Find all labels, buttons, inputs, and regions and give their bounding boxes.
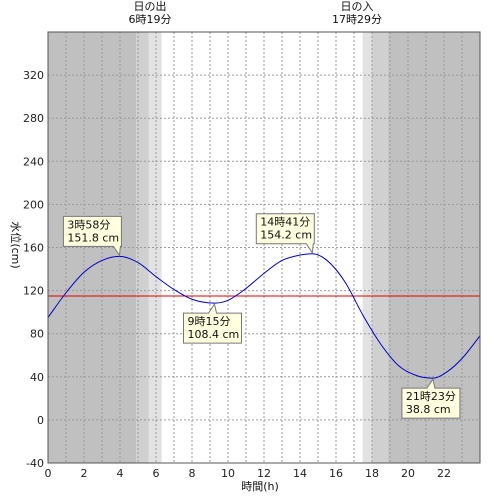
x-tick-label: 16	[329, 467, 343, 480]
x-tick-label: 4	[117, 467, 124, 480]
x-axis-label: 時間(h)	[241, 480, 279, 493]
x-tick-label: 8	[189, 467, 196, 480]
twilight-band-evening-light	[362, 32, 372, 463]
y-axis-ticks: -40 0 40 80 120 160 200 240 280 320	[23, 69, 44, 470]
x-tick-label: 14	[293, 467, 307, 480]
twilight-band-morning-light	[148, 32, 162, 463]
y-tick-label: 160	[23, 242, 44, 255]
y-tick-label: 200	[23, 198, 44, 211]
x-tick-label: 6	[153, 467, 160, 480]
y-tick-label: -40	[26, 457, 44, 470]
x-tick-label: 0	[45, 467, 52, 480]
callout-time: 3時58分	[67, 218, 110, 231]
x-axis-ticks: 0 2 4 6 8 10 12 14 16 18 20 22	[45, 467, 452, 480]
sun-labels: 日の出 6時19分 日の入 17時29分	[129, 0, 383, 26]
sunrise-time: 6時19分	[129, 13, 172, 26]
y-tick-label: 0	[37, 414, 44, 427]
y-axis-label: 水位(cm)	[9, 221, 23, 268]
callout-time: 9時15分	[188, 315, 231, 328]
callout-box	[183, 302, 242, 344]
y-tick-label: 320	[23, 69, 44, 82]
callout-time: 14時41分	[260, 216, 310, 229]
callout-level: 151.8 cm	[67, 231, 119, 244]
callout-level: 154.2 cm	[260, 229, 312, 242]
y-tick-label: 280	[23, 112, 44, 125]
x-tick-label: 20	[401, 467, 415, 480]
callout-level: 38.8 cm	[406, 403, 451, 416]
y-tick-label: 80	[30, 328, 44, 341]
x-tick-label: 12	[257, 467, 271, 480]
x-tick-label: 22	[437, 467, 451, 480]
y-tick-label: 40	[30, 371, 44, 384]
tide-level-line	[47, 253, 481, 379]
y-tick-label: 240	[23, 155, 44, 168]
callout-box	[255, 213, 315, 255]
x-tick-label: 18	[365, 467, 379, 480]
callout-time: 21時23分	[406, 390, 456, 403]
plot-frame	[47, 31, 481, 464]
y-tick-label: 120	[23, 285, 44, 298]
x-tick-label: 2	[81, 467, 88, 480]
x-tick-label: 10	[221, 467, 235, 480]
sunset-time: 17時29分	[332, 13, 382, 26]
grid-lines	[48, 32, 480, 463]
callout-box	[401, 377, 461, 419]
callout-box	[62, 215, 122, 257]
callout-level: 108.4 cm	[188, 328, 240, 341]
sunset-label: 日の入	[341, 0, 374, 13]
twilight-band-morning-dark	[136, 32, 149, 463]
sunrise-label: 日の出	[134, 0, 167, 13]
